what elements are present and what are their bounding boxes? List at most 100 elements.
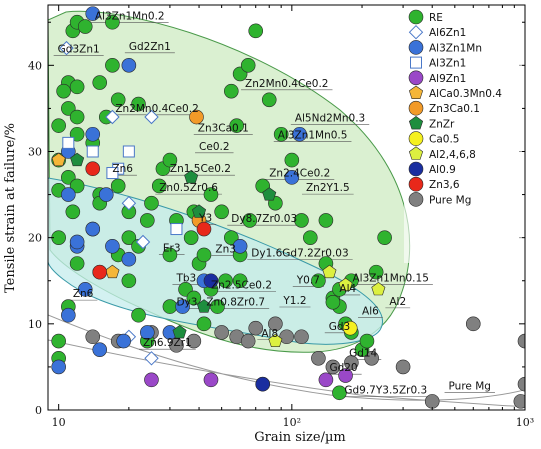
legend: RE Al6Zn1 Al3Zn1Mn Al3Zn1 Al9Zn1 AlCa0.3Mn0.4… — [404, 8, 522, 263]
point-al3zn1mn — [105, 238, 120, 254]
point-pure-mg — [517, 376, 525, 392]
point-re — [377, 230, 392, 245]
point-alca0-3mn0-4 — [51, 152, 66, 167]
point-al2-4-6-8 — [268, 333, 283, 348]
data-marks — [51, 6, 525, 409]
point-pure-mg — [268, 316, 283, 332]
point-re — [105, 14, 120, 30]
point-al6zn1 — [135, 234, 151, 250]
annotation-label: Zn3Ca0.1 — [198, 123, 249, 135]
point-re — [162, 299, 178, 314]
point-pure-mg — [311, 350, 326, 366]
annotation-label: Zn6 — [73, 288, 94, 300]
annotation-label: Gd9.7Y3.5Zr0.3 — [344, 385, 427, 397]
point-al2-4-6-8 — [322, 264, 337, 279]
annotation-label: Al3Zn1Mn0.15 — [352, 273, 428, 285]
point-re — [131, 96, 146, 112]
point-re — [294, 213, 309, 228]
legend-marker-al9zn1 — [408, 70, 424, 86]
legend-marker-pure-mg — [408, 192, 424, 207]
point-re — [302, 230, 318, 245]
point-al3zn1mn — [69, 234, 85, 250]
annotation-label: Zn2.5Ce0.2 — [211, 280, 272, 292]
point-al2-4-6-8 — [371, 282, 386, 296]
axes: 10 10² 10³ 0 10 20 30 40 — [28, 5, 534, 429]
point-al3zn1mn — [284, 170, 300, 185]
point-al3zn1mn — [116, 333, 131, 349]
annotation-label: Tb3 — [175, 273, 196, 285]
region-layer — [48, 10, 525, 408]
annotation-label: Zn1.5Ce0.2 — [170, 163, 231, 175]
point-re — [51, 118, 66, 133]
point-pure-mg — [424, 394, 440, 409]
point-al3zn1mn — [121, 58, 137, 73]
point-al3zn1 — [86, 145, 99, 158]
point-al6zn1 — [121, 195, 137, 211]
point-znzr — [192, 204, 207, 218]
point-re — [242, 213, 258, 228]
legend-background — [404, 8, 522, 263]
annotation-label: Al2 — [389, 296, 406, 308]
point-re — [311, 273, 326, 289]
annotation-label: Y3 — [198, 212, 212, 224]
point-re — [69, 109, 85, 125]
point-zn3-6 — [85, 161, 101, 177]
legend-label-zn3-6: Zn3,6 — [429, 179, 460, 191]
point-re — [92, 75, 108, 90]
point-re — [325, 294, 341, 310]
x-tick-label: 10² — [283, 416, 301, 429]
annotation-label: Gd3 — [329, 321, 350, 333]
annotation-label: Zn2Mn0.4Ce0.2 — [245, 78, 328, 90]
point-al2-4-6-8 — [338, 277, 353, 292]
point-re — [229, 118, 244, 133]
point-re — [69, 178, 85, 194]
point-al3zn1mn — [98, 187, 114, 202]
legend-label-znzr: ZnZr — [429, 118, 455, 130]
legend-label-zn3ca0-1: Zn3Ca0.1 — [429, 103, 480, 115]
legend-marker-alca0-3mn0-4 — [408, 85, 424, 99]
point-al3zn1mn — [292, 126, 307, 142]
annotation-label: Dy3 — [176, 297, 197, 309]
legend-marker-al3zn1mn — [408, 40, 424, 55]
legend-label-al3zn1: Al3Zn1 — [429, 58, 466, 70]
point-al9zn1 — [203, 372, 219, 388]
point-re — [144, 195, 159, 211]
legend-marker-znzr — [408, 116, 424, 130]
point-re — [210, 299, 225, 314]
point-pure-mg — [214, 325, 229, 340]
annotation-label: Al6 — [362, 305, 379, 317]
annotation-label: Zn6 — [112, 163, 133, 175]
point-re — [162, 247, 178, 263]
point-al3zn1 — [106, 167, 119, 180]
point-znzr — [196, 299, 211, 313]
legend-marker-zn3-6 — [408, 176, 424, 192]
point-al6zn1 — [144, 109, 159, 125]
point-re — [183, 230, 199, 245]
point-al3zn1mn — [121, 251, 137, 267]
annotation-label: Zn3 — [215, 243, 236, 255]
legend-marker-re — [408, 9, 424, 25]
legend-label-pure-mg: Pure Mg — [429, 194, 471, 206]
point-pure-mg — [248, 320, 264, 336]
x-tick-label: 10 — [52, 416, 66, 429]
legend-marker-al6zn1 — [408, 24, 424, 40]
point-re — [69, 256, 85, 271]
x-axis-label: Grain size/µm — [254, 430, 346, 445]
legend-marker-zn3ca0-1 — [408, 100, 424, 116]
legend-marker-al0-9 — [408, 161, 424, 177]
point-al0-9 — [255, 376, 271, 392]
annotation-label: Pure Mg — [449, 380, 491, 392]
legend-label-re: RE — [429, 12, 443, 24]
point-al3zn1mn — [61, 307, 76, 323]
annotation-labels: Al3Zn1Mn0.2 Gd3Zn1 Gd2Zn1 Zn2Mn0.4Ce0.2 Zn2M… — [58, 11, 491, 397]
point-re — [223, 83, 239, 99]
point-re — [223, 230, 239, 245]
point-re — [368, 264, 384, 280]
point-al3zn1mn — [85, 221, 101, 237]
point-re — [332, 385, 347, 401]
point-al3zn1mn — [85, 6, 101, 21]
legend-label-al0-9: Al0.9 — [429, 164, 456, 176]
point-re — [273, 126, 289, 142]
point-al3zn1mn — [140, 325, 155, 340]
